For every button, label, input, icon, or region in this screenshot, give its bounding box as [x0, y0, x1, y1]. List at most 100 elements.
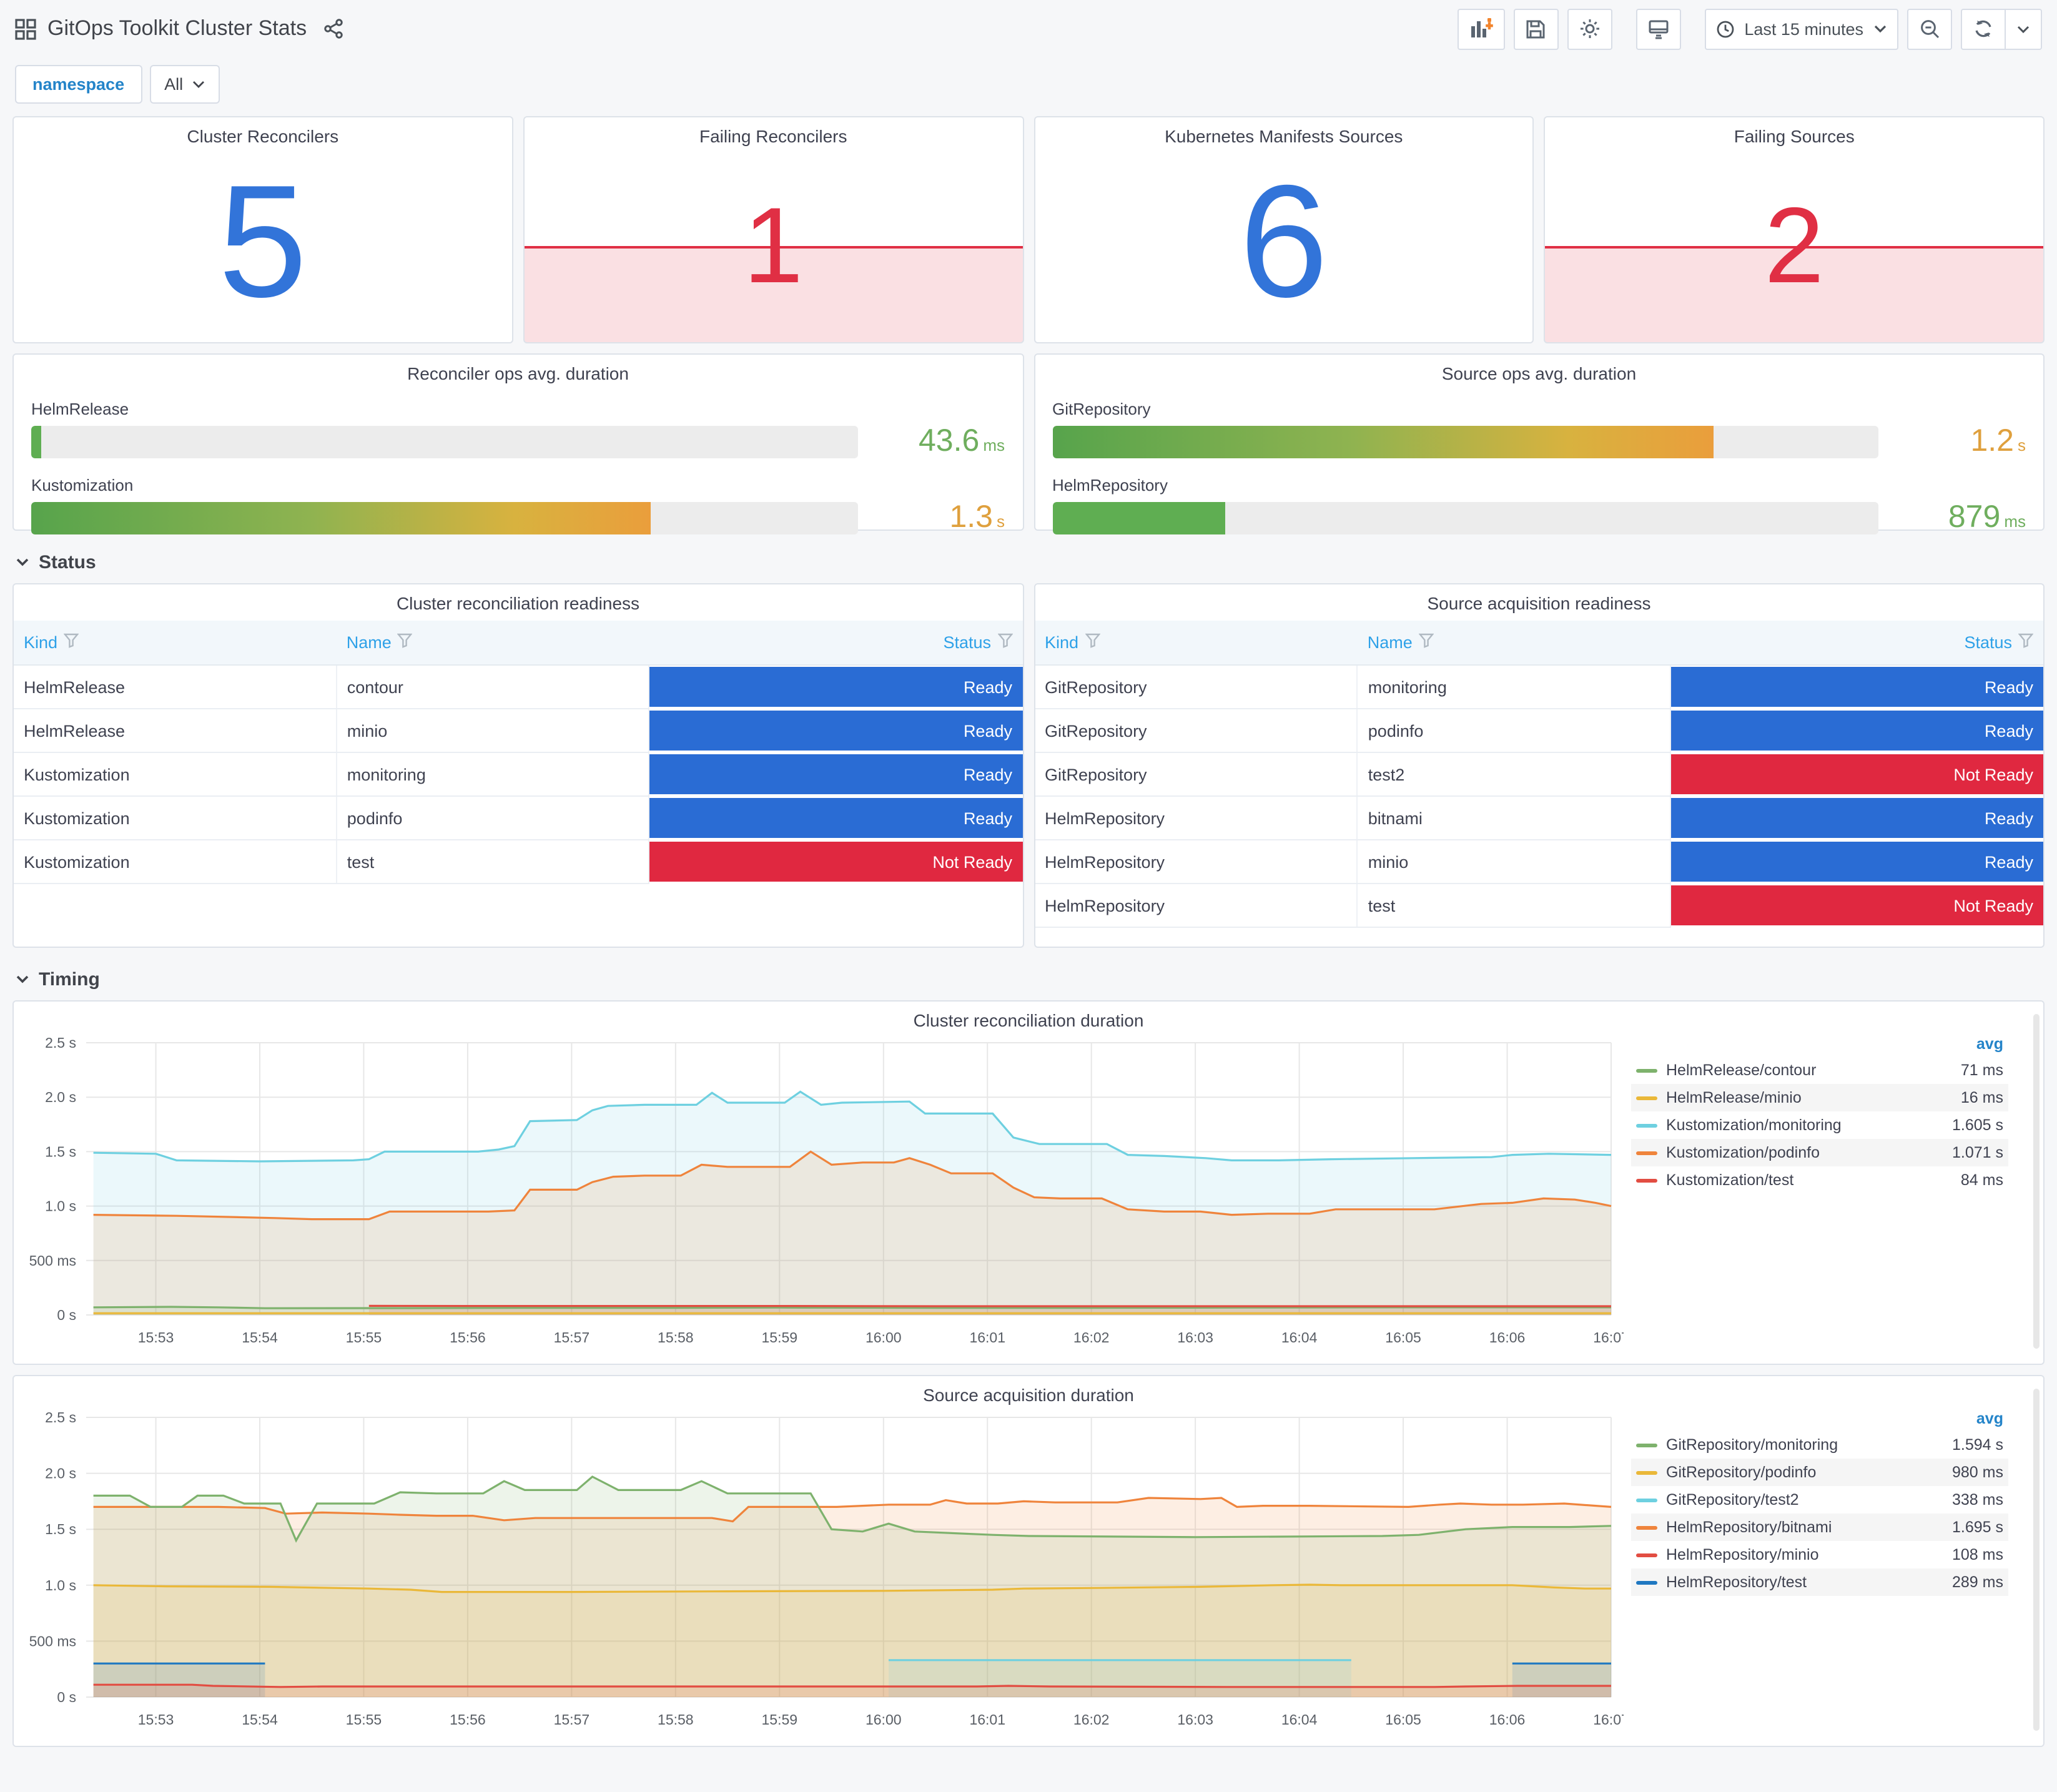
gauge-label: Kustomization [31, 476, 134, 495]
dashboard-toolbar: Last 15 minutes [1457, 8, 2042, 49]
legend-avg-header[interactable]: avg [1976, 1035, 2003, 1053]
row-toggle-status[interactable]: Status [0, 541, 2057, 583]
readiness-table: Kind Name Status HelmRelease contour Ready Hel… [14, 621, 1022, 884]
legend-color-dash [1636, 1553, 1657, 1557]
column-header-kind[interactable]: Kind [1035, 621, 1358, 666]
gauge-label: HelmRepository [1052, 476, 1168, 495]
series-line [93, 1090, 1612, 1163]
legend-item[interactable]: HelmRelease/contour 71 ms [1631, 1056, 2008, 1084]
svg-text:2.5 s: 2.5 s [45, 1409, 76, 1425]
legend-color-dash [1636, 1096, 1657, 1100]
legend-series-name: Kustomization/monitoring [1666, 1116, 1842, 1134]
legend-item[interactable]: GitRepository/test2 338 ms [1631, 1486, 2008, 1514]
table-row: Kustomization monitoring Ready [14, 752, 1022, 797]
refresh-icon[interactable] [1962, 9, 2005, 48]
status-badge: Ready [649, 798, 1022, 838]
gauge-bar [1052, 425, 1714, 458]
stat-panel: Failing Sources 2 [1544, 116, 2045, 343]
series-line [93, 1475, 1612, 1543]
panel-scrollbar[interactable] [2033, 1014, 2040, 1349]
chart-plot[interactable]: 0 s 500 ms 1.0 s 1.5 s 2.0 s 2.5 s 15:53 15:54 1… [21, 1405, 1624, 1735]
legend-item[interactable]: Kustomization/test 84 ms [1631, 1166, 2008, 1194]
legend-avg-value: 108 ms [1952, 1546, 2003, 1563]
gauge-track [1052, 501, 1878, 534]
gauge-bar [31, 501, 651, 534]
refresh-button[interactable] [1961, 8, 2042, 49]
svg-text:15:56: 15:56 [450, 1329, 486, 1346]
legend-item[interactable]: HelmRepository/test 289 ms [1631, 1568, 2008, 1596]
legend-avg-value: 71 ms [1960, 1061, 2003, 1079]
chart-plot[interactable]: 0 s 500 ms 1.0 s 1.5 s 2.0 s 2.5 s 15:53 15:54 1… [21, 1030, 1624, 1352]
settings-gear-button[interactable] [1567, 8, 1612, 49]
legend-series-name: HelmRepository/test [1666, 1573, 1807, 1591]
legend-color-dash [1636, 1123, 1657, 1127]
panel-title: Cluster reconciliation readiness [396, 593, 640, 613]
cycle-view-button[interactable] [1635, 8, 1681, 49]
legend-avg-header[interactable]: avg [1976, 1410, 2003, 1427]
chart-legend: avg GitRepository/monitoring 1.594 s GitRep… [1624, 1405, 2026, 1596]
legend-item[interactable]: HelmRepository/minio 108 ms [1631, 1541, 2008, 1568]
name-cell: minio [1357, 840, 1671, 884]
gauge-unit: s [2018, 436, 2026, 455]
variable-namespace-select[interactable]: All [149, 65, 220, 104]
legend-avg-value: 289 ms [1952, 1573, 2003, 1591]
gauge-unit: ms [2004, 512, 2026, 531]
kind-cell: GitRepository [1035, 752, 1358, 797]
panel-title: Source acquisition readiness [1427, 593, 1651, 613]
variable-namespace-value: All [164, 75, 184, 94]
name-cell: bitnami [1357, 796, 1671, 840]
panel-title: Failing Reconcilers [699, 126, 847, 146]
legend-item[interactable]: GitRepository/monitoring 1.594 s [1631, 1431, 2008, 1459]
legend-series-name: HelmRepository/bitnami [1666, 1519, 1832, 1536]
legend-series-name: Kustomization/test [1666, 1171, 1794, 1189]
dashboard-header: GitOps Toolkit Cluster Stats La [0, 0, 2057, 57]
legend-color-dash [1636, 1525, 1657, 1529]
svg-text:0 s: 0 s [57, 1689, 76, 1705]
stat-value: 2 [1764, 185, 1825, 306]
column-header-name[interactable]: Name [336, 621, 649, 666]
legend-item[interactable]: HelmRepository/bitnami 1.695 s [1631, 1514, 2008, 1541]
name-cell: test2 [1357, 752, 1671, 797]
status-cell: Ready [649, 709, 1022, 753]
dashboard-grid-icon[interactable] [15, 18, 36, 39]
chevron-down-icon [16, 558, 29, 566]
add-panel-button[interactable] [1457, 8, 1505, 49]
legend-color-dash [1636, 1068, 1657, 1072]
svg-text:16:03: 16:03 [1177, 1711, 1213, 1728]
name-cell: minio [336, 709, 650, 753]
legend-series-name: GitRepository/monitoring [1666, 1436, 1838, 1454]
share-icon[interactable] [323, 19, 343, 39]
legend-color-dash [1636, 1178, 1657, 1182]
table-panel: Cluster reconciliation readiness Kind Name… [12, 583, 1024, 948]
section-label-timing: Timing [39, 969, 100, 990]
section-label-status: Status [39, 552, 96, 573]
refresh-interval-chevron[interactable] [2005, 9, 2041, 48]
panel-scrollbar[interactable] [2033, 1389, 2040, 1731]
svg-text:2.5 s: 2.5 s [45, 1035, 76, 1051]
status-badge: Not Ready [1670, 754, 2043, 794]
row-toggle-timing[interactable]: Timing [0, 958, 2057, 1000]
table-row: Kustomization podinfo Ready [14, 796, 1022, 840]
column-header-status[interactable]: Status [1670, 621, 2043, 666]
legend-item[interactable]: Kustomization/monitoring 1.605 s [1631, 1111, 2008, 1139]
status-badge: Not Ready [649, 842, 1022, 882]
clock-icon [1715, 19, 1734, 38]
zoom-out-button[interactable] [1907, 8, 1952, 49]
column-header-kind[interactable]: Kind [14, 621, 337, 666]
status-badge: Not Ready [1670, 885, 2043, 925]
save-dashboard-button[interactable] [1513, 8, 1559, 49]
status-cell: Not Ready [1670, 884, 2043, 928]
bar-gauge-panel: Reconciler ops avg. duration HelmRelease 4… [12, 353, 1024, 534]
legend-item[interactable]: Kustomization/podinfo 1.071 s [1631, 1139, 2008, 1166]
status-cell: Ready [649, 796, 1022, 840]
svg-text:2.0 s: 2.0 s [45, 1089, 76, 1105]
column-header-status[interactable]: Status [649, 621, 1022, 666]
legend-item[interactable]: GitRepository/podinfo 980 ms [1631, 1459, 2008, 1486]
svg-text:2.0 s: 2.0 s [45, 1465, 76, 1482]
legend-item[interactable]: HelmRelease/minio 16 ms [1631, 1084, 2008, 1111]
svg-text:16:06: 16:06 [1489, 1711, 1526, 1728]
column-header-name[interactable]: Name [1357, 621, 1670, 666]
time-range-picker[interactable]: Last 15 minutes [1704, 8, 1898, 49]
legend-avg-value: 338 ms [1952, 1491, 2003, 1509]
variables-row: namespace All [0, 57, 2057, 116]
